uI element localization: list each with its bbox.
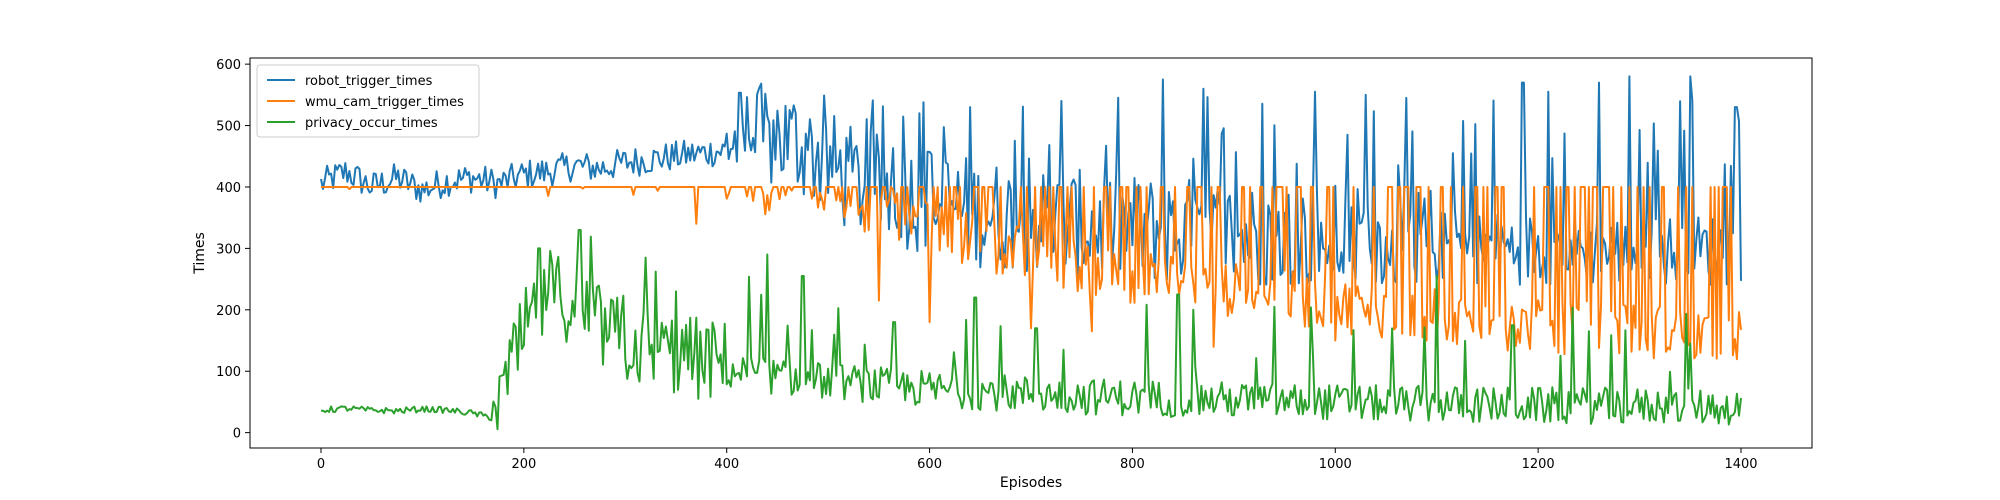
- x-tick-label: 0: [317, 457, 325, 472]
- y-axis: 0 100 200 300 400 500 600: [216, 58, 250, 442]
- series-line-privacy_occur_times: [320, 229, 1742, 431]
- x-tick-label: 800: [1120, 457, 1145, 472]
- x-tick-label: 1400: [1724, 457, 1757, 472]
- y-tick-label: 100: [216, 365, 241, 380]
- axes-frame: [249, 57, 1813, 449]
- x-tick-label: 1000: [1319, 457, 1352, 472]
- y-tick-label: 500: [216, 120, 241, 135]
- y-tick-label: 200: [216, 304, 241, 319]
- series-line-wmu_cam_trigger_times: [321, 186, 1742, 361]
- legend-label: wmu_cam_trigger_times: [305, 95, 464, 110]
- legend-label: robot_trigger_times: [305, 74, 433, 89]
- y-tick-label: 300: [216, 242, 241, 257]
- y-axis-label: Times: [192, 232, 208, 275]
- x-tick-label: 600: [917, 457, 942, 472]
- x-tick-label: 200: [511, 457, 536, 472]
- y-tick-label: 400: [216, 181, 241, 196]
- x-tick-label: 400: [714, 457, 739, 472]
- legend-label: privacy_occur_times: [305, 116, 438, 131]
- x-axis-label: Episodes: [1000, 475, 1062, 491]
- y-tick-label: 0: [233, 427, 241, 442]
- plot-area: [320, 75, 1742, 431]
- legend: robot_trigger_times wmu_cam_trigger_times…: [256, 64, 480, 138]
- x-tick-label: 1200: [1522, 457, 1555, 472]
- x-axis: 0 200 400 600 800 1000 1200 1400: [317, 448, 1758, 472]
- y-tick-label: 600: [216, 58, 241, 73]
- legend-box: [256, 64, 480, 138]
